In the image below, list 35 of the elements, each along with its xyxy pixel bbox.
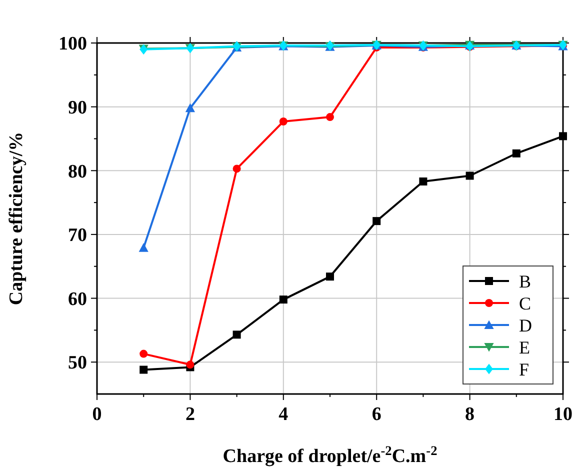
- x-axis-title: Charge of droplet/e$^{-2}$C.m$^{-2}$: [222, 442, 438, 467]
- point: [279, 117, 288, 126]
- point: [559, 132, 567, 140]
- point: [186, 360, 194, 369]
- point: [185, 103, 195, 112]
- point: [279, 296, 288, 304]
- point: [140, 350, 148, 358]
- point: [326, 113, 334, 122]
- x-tick-label: 0: [92, 404, 102, 425]
- point: [512, 149, 520, 158]
- legend-label: B: [519, 271, 532, 292]
- point: [466, 172, 474, 180]
- x-tick-label: 10: [554, 404, 572, 425]
- point: [419, 177, 428, 186]
- y-tick-label: 50: [68, 352, 87, 374]
- y-tick-label: 70: [68, 225, 87, 246]
- point: [140, 366, 148, 374]
- y-axis-title: Capture efficiency/%: [6, 132, 27, 306]
- y-tick-label: 90: [68, 97, 87, 118]
- legend-label: E: [519, 337, 530, 358]
- legend-label: D: [519, 315, 532, 336]
- x-tick-label: 2: [185, 404, 195, 425]
- x-tick-label: 8: [465, 404, 475, 425]
- legend-label: C: [519, 293, 532, 314]
- y-tick-label: 60: [68, 288, 87, 310]
- x-tick-label: 6: [372, 404, 382, 425]
- legend-label: F: [519, 359, 530, 380]
- point: [326, 272, 334, 281]
- y-tick-label: 100: [58, 34, 87, 55]
- point: [232, 330, 241, 339]
- point: [232, 164, 241, 173]
- y-tick-label: 80: [68, 161, 87, 182]
- x-tick-label: 4: [278, 404, 289, 425]
- point: [372, 217, 381, 226]
- point: [138, 243, 148, 252]
